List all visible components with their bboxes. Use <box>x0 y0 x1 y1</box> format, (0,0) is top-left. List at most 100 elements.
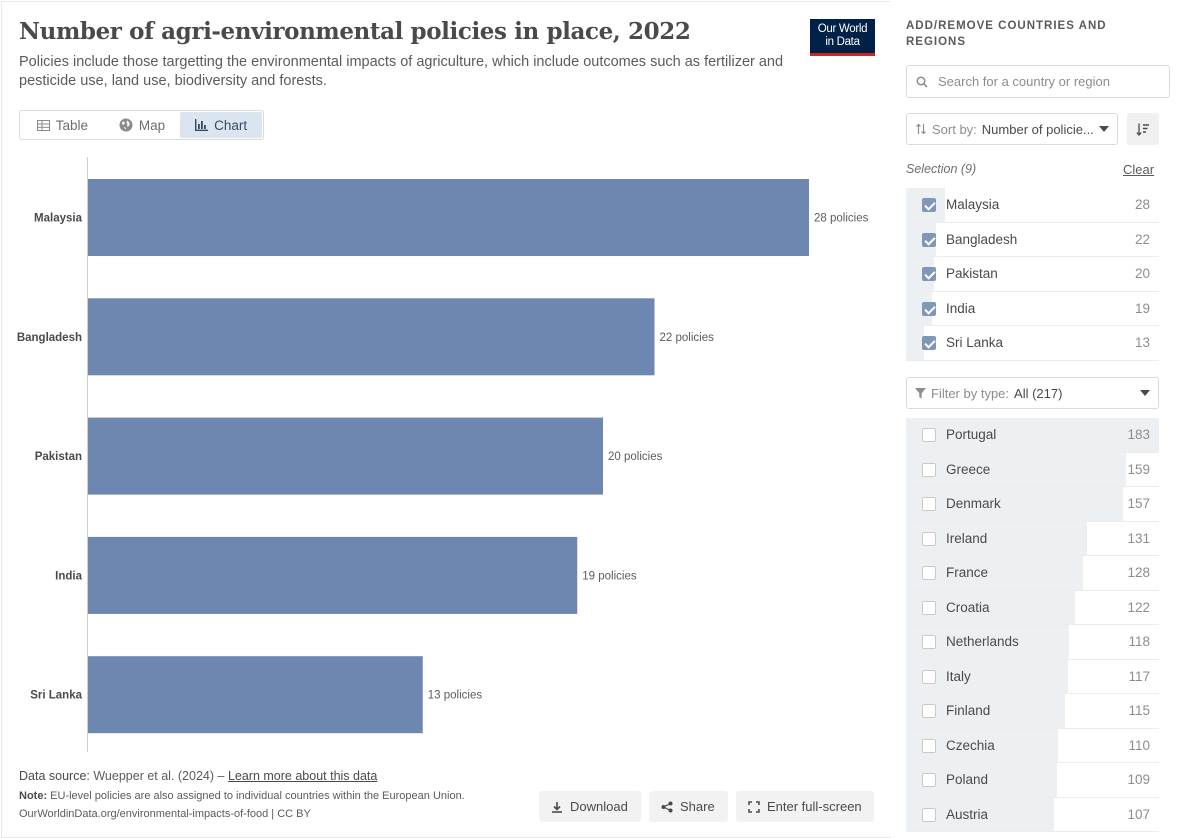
entity-name: Malaysia <box>946 197 1000 212</box>
checkbox[interactable] <box>922 600 936 615</box>
list-item[interactable]: Portugal 183 <box>906 418 1159 453</box>
checkbox[interactable] <box>922 232 936 247</box>
entity-name: Portugal <box>946 427 997 442</box>
list-item[interactable]: Denmark 157 <box>906 487 1159 522</box>
entity-count: 128 <box>1127 565 1150 580</box>
download-button[interactable]: Download <box>539 791 641 822</box>
search-box[interactable] <box>906 65 1170 98</box>
filter-dropdown[interactable]: Filter by type: All (217) <box>906 377 1159 409</box>
caret-down-icon <box>1099 126 1109 132</box>
entity-name: Greece <box>946 461 991 477</box>
checkbox[interactable] <box>922 428 936 442</box>
entity-name: Finland <box>946 703 991 718</box>
category-label: Sri Lanka <box>30 690 82 702</box>
checkbox[interactable] <box>922 198 936 212</box>
entity-count: 118 <box>1128 634 1150 649</box>
entity-count: 110 <box>1128 737 1150 753</box>
bar-india[interactable] <box>88 536 578 614</box>
checkbox[interactable] <box>922 531 936 546</box>
share-button[interactable]: Share <box>649 791 728 822</box>
checkbox[interactable] <box>922 462 936 477</box>
list-item[interactable]: Poland 109 <box>906 763 1159 798</box>
checkbox[interactable] <box>922 267 936 281</box>
checkbox[interactable] <box>922 738 936 753</box>
entity-count: 183 <box>1127 427 1150 442</box>
search-icon <box>916 75 928 88</box>
checkbox[interactable] <box>922 704 936 718</box>
value-label: 19 policies <box>582 570 637 582</box>
checkbox[interactable] <box>922 669 936 684</box>
selection-count: Selection (9) <box>906 162 977 176</box>
entity-count: 109 <box>1127 772 1150 787</box>
globe-icon <box>119 118 133 132</box>
sort-direction-button[interactable] <box>1127 113 1159 145</box>
entity-count: 131 <box>1127 530 1150 546</box>
learn-more-link[interactable]: Learn more about this data <box>227 769 378 783</box>
checkbox[interactable] <box>922 566 936 580</box>
list-item[interactable]: Italy 117 <box>906 659 1159 694</box>
list-item[interactable]: Ireland 131 <box>906 521 1159 556</box>
list-item[interactable]: Croatia 122 <box>906 590 1159 625</box>
tab-map-label: Map <box>138 117 166 133</box>
entity-name: Croatia <box>946 599 990 615</box>
entity-name: Czechia <box>946 737 995 753</box>
chart-subtitle: Policies include those targetting the en… <box>19 54 784 89</box>
available-list: Portugal 183 Greece 159 Denmark 157 Ireland 131… <box>906 418 1159 832</box>
sort-descending-icon <box>1136 123 1149 136</box>
list-item[interactable]: Austria 107 <box>906 797 1159 832</box>
list-item[interactable]: Finland 115 <box>906 694 1159 729</box>
download-icon <box>552 801 562 813</box>
sort-dropdown[interactable]: Sort by: Number of policie... <box>906 113 1118 145</box>
entity-count: 122 <box>1127 599 1150 615</box>
entity-name: Poland <box>946 772 989 787</box>
list-item[interactable]: Bangladesh 22 <box>906 222 1159 257</box>
tab-chart[interactable]: Chart <box>180 112 262 138</box>
list-item[interactable]: Sri Lanka 13 <box>906 326 1159 361</box>
list-item[interactable]: Greece 159 <box>906 452 1159 487</box>
entity-name: France <box>946 565 989 580</box>
checkbox[interactable] <box>922 807 936 822</box>
value-label: 13 policies <box>428 690 483 702</box>
search-input[interactable] <box>936 73 1160 90</box>
value-label: 28 policies <box>814 213 869 225</box>
category-label: India <box>55 570 82 582</box>
list-item[interactable]: Malaysia 28 <box>906 188 1159 223</box>
bar-malaysia[interactable] <box>88 179 809 256</box>
bar-pakistan[interactable] <box>88 417 603 495</box>
chart-url[interactable]: OurWorldinData.org/environmental-impacts… <box>19 808 311 820</box>
bar-sri-lanka[interactable] <box>88 656 423 734</box>
list-item[interactable]: France 128 <box>906 556 1159 591</box>
tab-map[interactable]: Map <box>104 112 181 138</box>
entity-count: 28 <box>1134 197 1150 212</box>
tab-table[interactable]: Table <box>21 112 104 138</box>
bar-bangladesh[interactable] <box>88 298 655 376</box>
logo-line-1: Our World <box>817 23 868 35</box>
category-label: Malaysia <box>34 213 83 225</box>
checkbox[interactable] <box>922 336 936 350</box>
entity-count: 115 <box>1128 703 1150 718</box>
checkbox[interactable] <box>922 497 936 511</box>
owid-logo[interactable]: Our World in Data <box>810 19 875 56</box>
list-item[interactable]: Netherlands 118 <box>906 625 1159 660</box>
list-item[interactable]: Pakistan 20 <box>906 257 1159 292</box>
entity-count: 107 <box>1127 806 1150 822</box>
chart-panel: Number of agri-environmental policies in… <box>1 1 891 838</box>
entity-name: Sri Lanka <box>946 335 1004 350</box>
entity-name: Pakistan <box>946 266 998 281</box>
list-item[interactable]: India 19 <box>906 291 1159 326</box>
tab-table-label: Table <box>55 117 88 133</box>
entity-name: Austria <box>946 806 989 822</box>
entity-count: 13 <box>1134 335 1150 350</box>
clear-selection-button[interactable]: Clear <box>1123 162 1155 177</box>
download-label: Download <box>570 799 628 814</box>
list-item[interactable]: Czechia 110 <box>906 728 1159 763</box>
note-text: EU-level policies are also assigned to i… <box>50 790 465 802</box>
fullscreen-button[interactable]: Enter full-screen <box>736 791 874 822</box>
checkbox[interactable] <box>922 301 936 316</box>
entity-count: 159 <box>1127 461 1150 477</box>
checkbox[interactable] <box>922 635 936 649</box>
data-source: Data source: Wuepper et al. (2024) – Lea… <box>19 769 377 783</box>
entity-count: 19 <box>1134 300 1150 316</box>
checkbox[interactable] <box>922 773 936 787</box>
logo-line-2: in Data <box>825 35 860 48</box>
